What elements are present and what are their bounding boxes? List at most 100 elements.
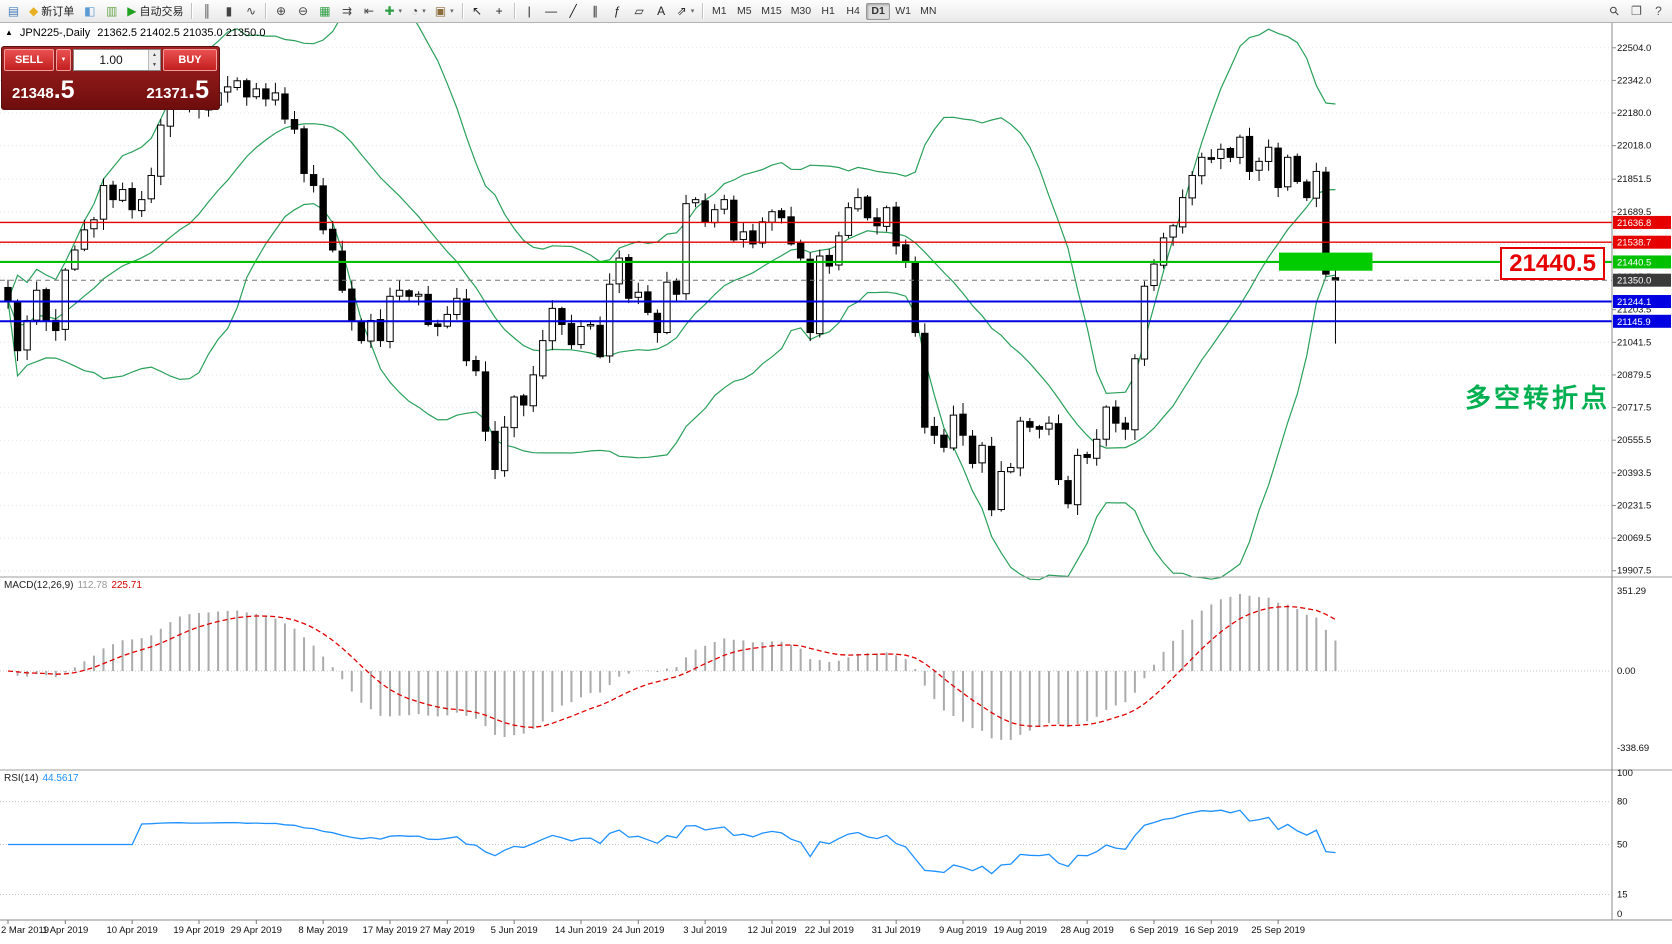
price-scale[interactable]: 22504.0 22342.0 22180.0 22018.0 21851.5 21689… bbox=[1612, 43, 1671, 920]
text-icon: A bbox=[657, 4, 666, 18]
help-button[interactable]: ? bbox=[1648, 2, 1669, 21]
zoom-out-button[interactable]: ⊖ bbox=[292, 2, 313, 21]
volume-input[interactable] bbox=[74, 50, 148, 70]
timeframe-button-w1[interactable]: W1 bbox=[895, 5, 911, 17]
volume-field: ▲ ▼ bbox=[73, 49, 161, 71]
trade-panel-controls: SELL ▼ ▲ ▼ BUY bbox=[4, 49, 217, 71]
svg-text:21145.9: 21145.9 bbox=[1617, 317, 1651, 328]
svg-text:22018.0: 22018.0 bbox=[1617, 141, 1651, 152]
indicators-icon: ✚ bbox=[384, 4, 395, 18]
svg-text:27 May 2019: 27 May 2019 bbox=[420, 925, 475, 936]
svg-text:21851.5: 21851.5 bbox=[1617, 174, 1651, 185]
svg-text:351.29: 351.29 bbox=[1617, 586, 1646, 597]
templates-button[interactable]: ▣ ▾ bbox=[431, 2, 458, 21]
symbol-triangle-icon: ▲ bbox=[5, 28, 13, 37]
toolbar-separator bbox=[513, 3, 515, 19]
trade-options-dropdown[interactable]: ▼ bbox=[56, 49, 71, 71]
fibonacci-icon: ƒ bbox=[613, 4, 621, 18]
turning-point-highlight[interactable] bbox=[1278, 252, 1373, 271]
svg-text:22342.0: 22342.0 bbox=[1617, 75, 1651, 86]
fibonacci-button[interactable]: ƒ bbox=[607, 2, 628, 21]
svg-text:31 Jul 2019: 31 Jul 2019 bbox=[872, 925, 921, 936]
svg-text:21244.1: 21244.1 bbox=[1617, 297, 1651, 308]
rsi-value: 44.5617 bbox=[42, 773, 79, 784]
trendline-button[interactable]: ╱ bbox=[563, 2, 584, 21]
horizontal-line-button[interactable]: ― bbox=[541, 2, 562, 21]
channel-button[interactable]: ∥ bbox=[585, 2, 606, 21]
svg-text:20393.5: 20393.5 bbox=[1617, 468, 1651, 479]
toolbar-separator bbox=[191, 3, 193, 19]
arrow-tools-button[interactable]: ⇗ ▾ bbox=[673, 2, 699, 21]
periods-button[interactable]: ◔ ▾ bbox=[407, 2, 430, 21]
autotrading-button-label: 自动交易 bbox=[139, 6, 184, 18]
autotrading-icon: ▶ bbox=[127, 4, 137, 18]
buy-price[interactable]: 21371 .5 bbox=[146, 76, 209, 105]
auto-scroll-button[interactable]: ⇉ bbox=[336, 2, 357, 21]
timeframe-button-mn[interactable]: MN bbox=[920, 5, 937, 17]
crosshair-button[interactable]: + bbox=[489, 2, 510, 21]
new-chart-button[interactable]: ▤ bbox=[3, 2, 24, 21]
svg-text:22180.0: 22180.0 bbox=[1617, 108, 1651, 119]
price-callout-label[interactable]: 21440.5 bbox=[1500, 247, 1605, 280]
tile-windows-button[interactable]: ▦ bbox=[314, 2, 335, 21]
svg-text:22504.0: 22504.0 bbox=[1617, 43, 1651, 54]
svg-text:22 Jul 2019: 22 Jul 2019 bbox=[805, 925, 854, 936]
search-icon: ⚲ bbox=[1606, 2, 1623, 20]
svg-text:29 Apr 2019: 29 Apr 2019 bbox=[231, 925, 282, 936]
timeframe-button-m1[interactable]: M1 bbox=[711, 5, 727, 17]
sell-price-frac: .5 bbox=[53, 75, 75, 104]
svg-text:20231.5: 20231.5 bbox=[1617, 500, 1651, 511]
one-click-trading-panel: SELL ▼ ▲ ▼ BUY 21348 .5 21371 .5 bbox=[1, 46, 220, 110]
svg-text:19 Aug 2019: 19 Aug 2019 bbox=[994, 925, 1047, 936]
svg-text:9 Aug 2019: 9 Aug 2019 bbox=[939, 925, 987, 936]
search-button[interactable]: ⚲ bbox=[1604, 2, 1625, 21]
zoom-in-button[interactable]: ⊕ bbox=[270, 2, 291, 21]
indicators-button[interactable]: ✚ ▾ bbox=[380, 2, 406, 21]
sell-button[interactable]: SELL bbox=[4, 49, 54, 71]
svg-text:50: 50 bbox=[1617, 840, 1628, 851]
vertical-line-button[interactable]: | bbox=[519, 2, 540, 21]
volume-increase-button[interactable]: ▲ bbox=[149, 50, 160, 60]
shapes-button[interactable]: ▱ bbox=[629, 2, 650, 21]
periods-icon: ◔ bbox=[411, 4, 419, 18]
autotrading-button[interactable]: ▶ 自动交易 bbox=[123, 2, 187, 21]
timeframe-button-m15[interactable]: M15 bbox=[761, 5, 782, 17]
market-watch-button[interactable]: ▥ bbox=[101, 2, 122, 21]
volume-decrease-button[interactable]: ▼ bbox=[149, 60, 160, 70]
svg-text:10 Apr 2019: 10 Apr 2019 bbox=[107, 925, 158, 936]
turning-point-note[interactable]: 多空转折点 bbox=[1464, 383, 1610, 413]
trendline-icon: ╱ bbox=[569, 4, 577, 18]
svg-text:100: 100 bbox=[1617, 768, 1633, 779]
window-button[interactable]: ❐ bbox=[1626, 2, 1647, 21]
cursor-button[interactable]: ↖ bbox=[467, 2, 488, 21]
history-center-button[interactable]: ◧ bbox=[79, 2, 100, 21]
chevron-down-icon: ▾ bbox=[398, 8, 403, 15]
window-icon: ❐ bbox=[1631, 4, 1642, 18]
svg-text:21041.5: 21041.5 bbox=[1617, 337, 1651, 348]
svg-text:24 Jun 2019: 24 Jun 2019 bbox=[612, 925, 664, 936]
timeframe-button-h1[interactable]: H1 bbox=[821, 5, 835, 17]
sell-price[interactable]: 21348 .5 bbox=[12, 76, 75, 105]
bollinger-bands bbox=[7, 0, 1336, 581]
timeframe-button-d1[interactable]: D1 bbox=[866, 2, 891, 20]
svg-text:20879.5: 20879.5 bbox=[1617, 370, 1651, 381]
timeframe-button-h4[interactable]: H4 bbox=[846, 5, 860, 17]
svg-text:8 May 2019: 8 May 2019 bbox=[298, 925, 348, 936]
svg-text:19907.5: 19907.5 bbox=[1617, 566, 1651, 577]
bar-chart-button[interactable]: ║ bbox=[196, 2, 217, 21]
svg-text:19 Apr 2019: 19 Apr 2019 bbox=[173, 925, 224, 936]
text-button[interactable]: A bbox=[651, 2, 672, 21]
chart-shift-button[interactable]: ⇤ bbox=[358, 2, 379, 21]
svg-text:0.00: 0.00 bbox=[1617, 666, 1636, 677]
line-chart-icon: ∿ bbox=[245, 4, 256, 18]
buy-button[interactable]: BUY bbox=[163, 49, 217, 71]
new-order-button[interactable]: ◆ 新订单 bbox=[25, 2, 78, 21]
svg-text:15: 15 bbox=[1617, 890, 1628, 901]
candlestick-chart-button[interactable]: ▮ bbox=[218, 2, 239, 21]
timeframe-button-m30[interactable]: M30 bbox=[790, 5, 812, 17]
timeframe-button-m5[interactable]: M5 bbox=[736, 5, 752, 17]
svg-text:21636.8: 21636.8 bbox=[1617, 218, 1651, 229]
line-chart-button[interactable]: ∿ bbox=[240, 2, 261, 21]
